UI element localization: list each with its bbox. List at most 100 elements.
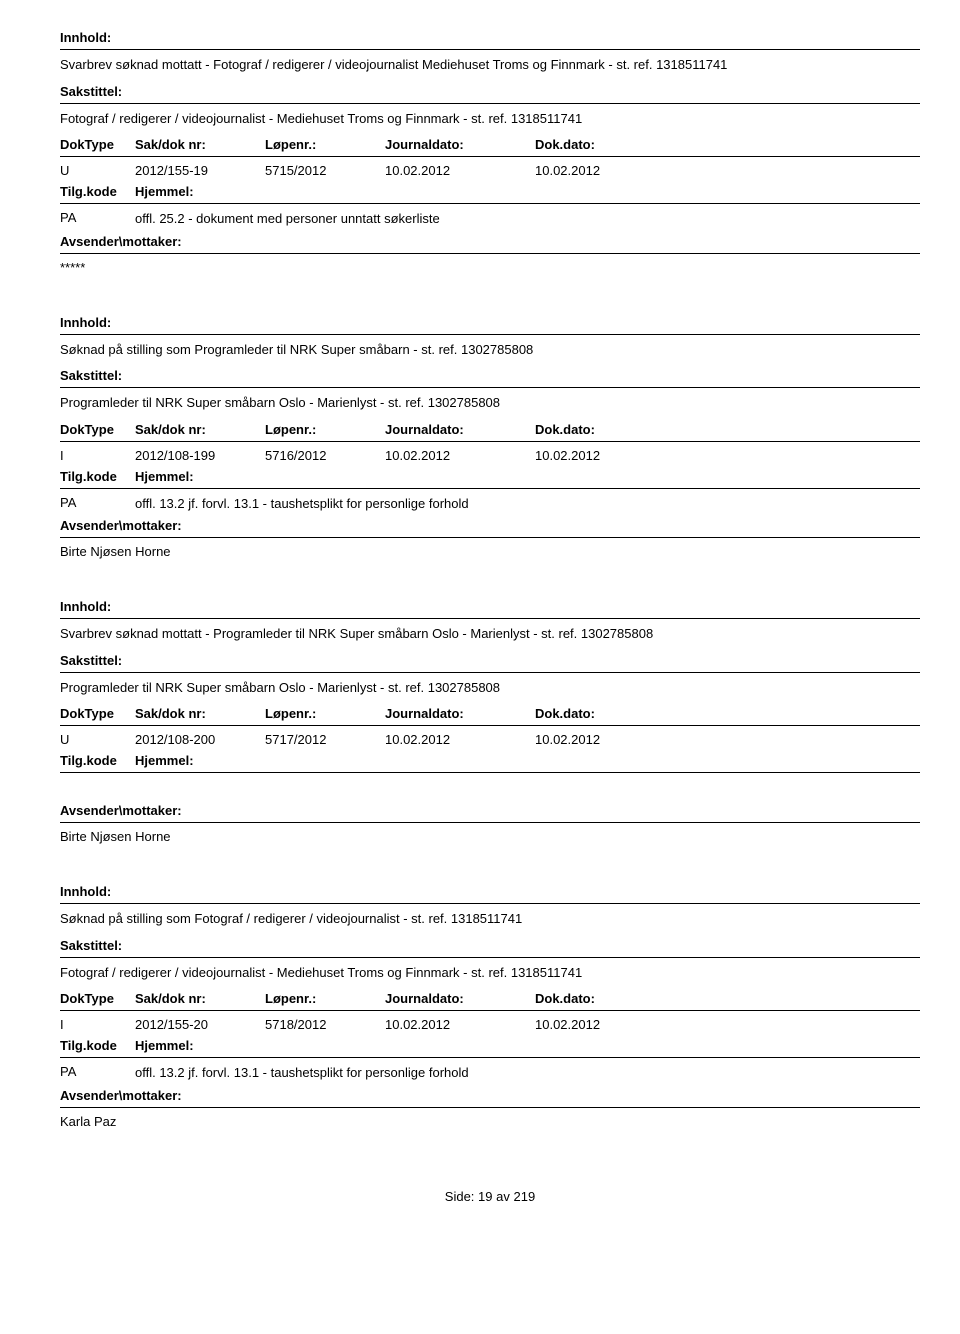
doktype-header: DokType (60, 991, 135, 1006)
sakdok-value: 2012/108-200 (135, 732, 265, 747)
doktype-value: U (60, 732, 135, 747)
sakdok-value: 2012/108-199 (135, 448, 265, 463)
divider (60, 672, 920, 673)
sakstittel-label: Sakstittel: (60, 368, 920, 383)
meta-header-row: DokType Sak/dok nr: Løpenr.: Journaldato… (60, 422, 920, 437)
footer-sep: av (496, 1189, 510, 1204)
meta-header-row: DokType Sak/dok nr: Løpenr.: Journaldato… (60, 137, 920, 152)
innhold-text: Svarbrev søknad mottatt - Programleder t… (60, 625, 920, 643)
page-footer: Side: 19 av 219 (60, 1189, 920, 1204)
hjemmel-label: Hjemmel: (135, 1038, 194, 1053)
lopenr-value: 5717/2012 (265, 732, 385, 747)
sakdok-header: Sak/dok nr: (135, 137, 265, 152)
divider (60, 618, 920, 619)
sakdok-value: 2012/155-19 (135, 163, 265, 178)
journal-entry: Innhold: Svarbrev søknad mottatt - Progr… (60, 599, 920, 844)
footer-current-page: 19 (478, 1189, 492, 1204)
sakstittel-text: Programleder til NRK Super småbarn Oslo … (60, 679, 920, 697)
divider (60, 1107, 920, 1108)
divider (60, 537, 920, 538)
journal-entry: Innhold: Søknad på stilling som Fotograf… (60, 884, 920, 1129)
dokdato-header: Dok.dato: (535, 422, 685, 437)
sakdok-header: Sak/dok nr: (135, 706, 265, 721)
dokdato-value: 10.02.2012 (535, 448, 685, 463)
lopenr-header: Løpenr.: (265, 422, 385, 437)
doktype-header: DokType (60, 422, 135, 437)
lopenr-header: Løpenr.: (265, 137, 385, 152)
avsender-label: Avsender\mottaker: (60, 1088, 920, 1103)
hjemmel-value: offl. 25.2 - dokument med personer unnta… (135, 210, 440, 228)
divider (60, 957, 920, 958)
hjemmel-value: offl. 13.2 jf. forvl. 13.1 - taushetspli… (135, 1064, 469, 1082)
divider (60, 387, 920, 388)
avsender-label: Avsender\mottaker: (60, 518, 920, 533)
meta-header-row: DokType Sak/dok nr: Løpenr.: Journaldato… (60, 706, 920, 721)
divider (60, 903, 920, 904)
journaldato-header: Journaldato: (385, 422, 535, 437)
journaldato-value: 10.02.2012 (385, 448, 535, 463)
divider (60, 103, 920, 104)
meta-header-row: DokType Sak/dok nr: Løpenr.: Journaldato… (60, 991, 920, 1006)
journaldato-value: 10.02.2012 (385, 1017, 535, 1032)
doktype-value: I (60, 1017, 135, 1032)
dokdato-header: Dok.dato: (535, 991, 685, 1006)
meta-value-row: I 2012/108-199 5716/2012 10.02.2012 10.0… (60, 448, 920, 463)
innhold-text: Søknad på stilling som Fotograf / redige… (60, 910, 920, 928)
lopenr-value: 5715/2012 (265, 163, 385, 178)
sakdok-header: Sak/dok nr: (135, 991, 265, 1006)
divider (60, 334, 920, 335)
divider (60, 156, 920, 157)
tilg-header-row: Tilg.kode Hjemmel: (60, 469, 920, 484)
tilgkode-value (60, 779, 135, 797)
sakstittel-label: Sakstittel: (60, 938, 920, 953)
lopenr-value: 5716/2012 (265, 448, 385, 463)
journaldato-header: Journaldato: (385, 706, 535, 721)
avsender-value: ***** (60, 260, 920, 275)
dokdato-header: Dok.dato: (535, 706, 685, 721)
divider (60, 1010, 920, 1011)
sakstittel-label: Sakstittel: (60, 84, 920, 99)
meta-value-row: U 2012/155-19 5715/2012 10.02.2012 10.02… (60, 163, 920, 178)
doktype-value: U (60, 163, 135, 178)
hjemmel-row (60, 779, 920, 797)
meta-value-row: U 2012/108-200 5717/2012 10.02.2012 10.0… (60, 732, 920, 747)
journaldato-header: Journaldato: (385, 991, 535, 1006)
tilgkode-value: PA (60, 1064, 135, 1082)
hjemmel-row: PA offl. 13.2 jf. forvl. 13.1 - taushets… (60, 495, 920, 513)
journal-entry: Innhold: Svarbrev søknad mottatt - Fotog… (60, 30, 920, 275)
innhold-label: Innhold: (60, 315, 920, 330)
tilgkode-label: Tilg.kode (60, 753, 135, 768)
journaldato-value: 10.02.2012 (385, 163, 535, 178)
doktype-header: DokType (60, 137, 135, 152)
tilg-header-row: Tilg.kode Hjemmel: (60, 184, 920, 199)
dokdato-value: 10.02.2012 (535, 1017, 685, 1032)
avsender-value: Birte Njøsen Horne (60, 829, 920, 844)
lopenr-value: 5718/2012 (265, 1017, 385, 1032)
divider (60, 822, 920, 823)
hjemmel-label: Hjemmel: (135, 753, 194, 768)
doktype-header: DokType (60, 706, 135, 721)
footer-total-pages: 219 (514, 1189, 536, 1204)
sakdok-header: Sak/dok nr: (135, 422, 265, 437)
innhold-label: Innhold: (60, 884, 920, 899)
hjemmel-label: Hjemmel: (135, 469, 194, 484)
avsender-value: Birte Njøsen Horne (60, 544, 920, 559)
tilgkode-label: Tilg.kode (60, 469, 135, 484)
doktype-value: I (60, 448, 135, 463)
tilgkode-value: PA (60, 495, 135, 513)
dokdato-value: 10.02.2012 (535, 163, 685, 178)
sakstittel-text: Fotograf / redigerer / videojournalist -… (60, 110, 920, 128)
divider (60, 203, 920, 204)
journaldato-value: 10.02.2012 (385, 732, 535, 747)
tilgkode-label: Tilg.kode (60, 184, 135, 199)
avsender-label: Avsender\mottaker: (60, 234, 920, 249)
divider (60, 772, 920, 773)
innhold-label: Innhold: (60, 30, 920, 45)
tilgkode-value: PA (60, 210, 135, 228)
tilgkode-label: Tilg.kode (60, 1038, 135, 1053)
innhold-label: Innhold: (60, 599, 920, 614)
divider (60, 49, 920, 50)
footer-side-label: Side: (445, 1189, 475, 1204)
dokdato-header: Dok.dato: (535, 137, 685, 152)
hjemmel-value: offl. 13.2 jf. forvl. 13.1 - taushetspli… (135, 495, 469, 513)
